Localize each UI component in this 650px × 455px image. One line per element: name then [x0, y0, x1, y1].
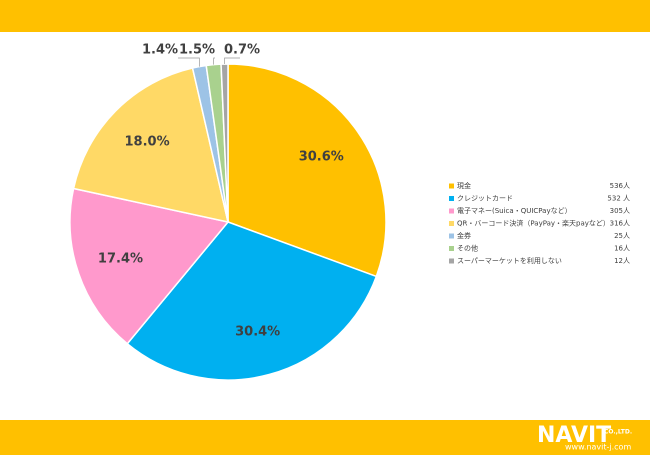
- footer-brand: NAVIT: [537, 423, 611, 448]
- legend-swatch: [449, 246, 454, 251]
- pie-slice: [220, 63, 229, 223]
- legend-count: 16人: [614, 245, 630, 253]
- top-band: [0, 0, 650, 32]
- legend-swatch: [449, 196, 454, 201]
- data-label: 1.4%: [142, 43, 178, 58]
- legend-swatch: [449, 221, 454, 226]
- pie-slice: [126, 221, 378, 381]
- data-label: 0.7%: [224, 43, 260, 58]
- leader-line: [213, 57, 215, 65]
- data-label: 18.0%: [125, 135, 170, 150]
- legend-swatch: [449, 233, 454, 239]
- legend-label: 電子マネー(Suica・QUICPayなど）: [457, 207, 572, 215]
- legend-count: 532 人: [607, 195, 630, 203]
- leader-line: [224, 57, 240, 65]
- legend-swatch: [449, 208, 454, 214]
- legend-swatch: [449, 183, 454, 189]
- legend-label: その他: [457, 244, 478, 253]
- footer-suffix: CO.,LTD.: [604, 429, 632, 436]
- legend-label: クレジットカード: [457, 195, 513, 203]
- footer-url: www.navit-j.com: [565, 443, 631, 452]
- data-label: 17.4%: [98, 252, 143, 267]
- legend-label: 現金: [457, 181, 471, 190]
- legend-count: 536人: [610, 182, 630, 190]
- pie-slice: [69, 187, 230, 345]
- legend-swatch: [449, 258, 454, 264]
- pie-slice: [72, 67, 229, 223]
- legend-count: 25人: [614, 232, 630, 240]
- legend-count: 305人: [610, 207, 630, 215]
- leader-line: [178, 57, 200, 67]
- legend-count: 316人: [610, 220, 630, 228]
- bottom-band: [0, 420, 650, 455]
- legend-label: スーパーマーケットを利用しない: [457, 256, 562, 265]
- data-label: 30.6%: [299, 149, 344, 164]
- legend-label: QR・バーコード決済（PayPay・楽天payなど）: [457, 219, 610, 228]
- pie-slice: [227, 63, 387, 278]
- legend-label: 金券: [457, 231, 471, 240]
- legend-count: 12人: [614, 257, 630, 265]
- data-label: 1.5%: [179, 43, 215, 58]
- data-label: 30.4%: [235, 324, 280, 339]
